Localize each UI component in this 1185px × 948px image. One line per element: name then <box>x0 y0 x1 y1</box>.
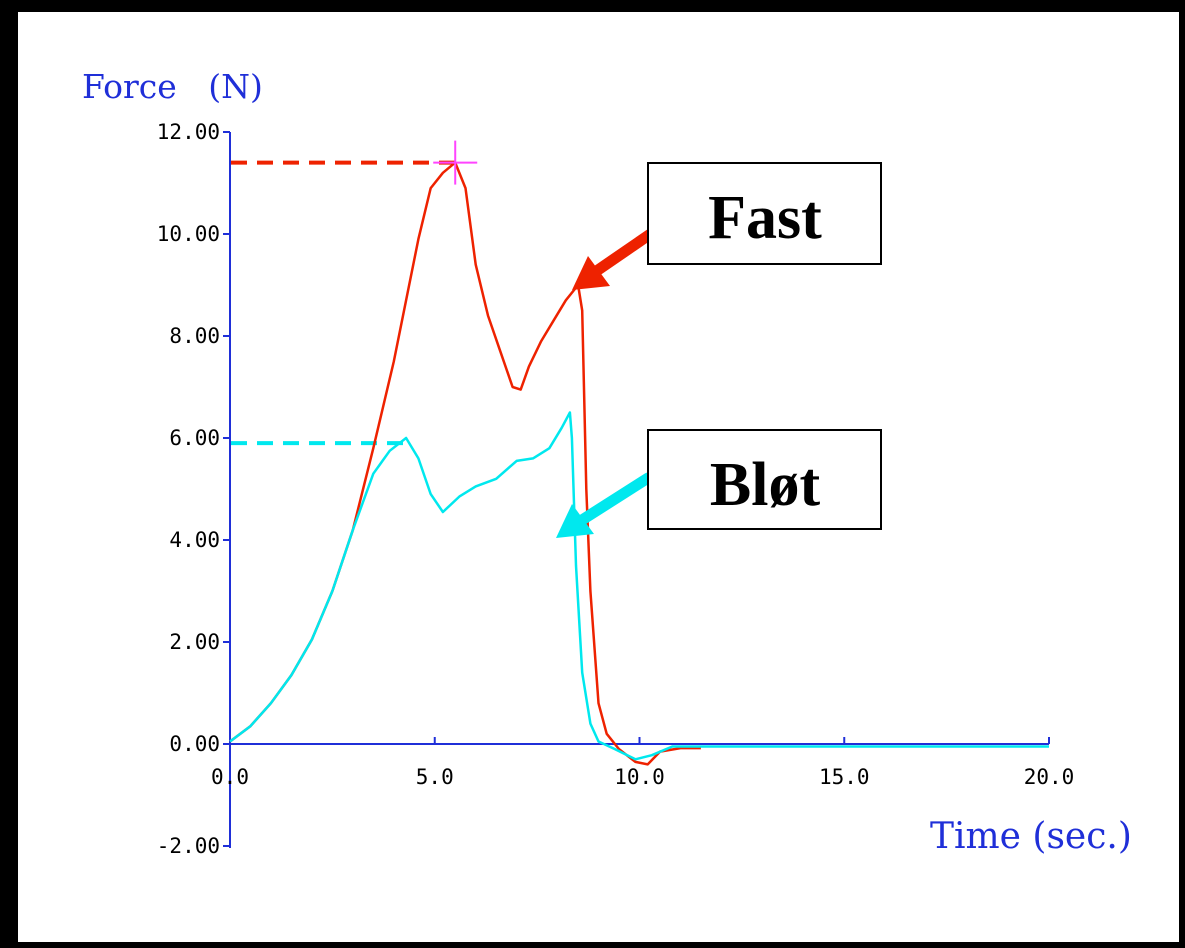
x-tick-label: 5.0 <box>416 765 454 789</box>
y-tick-label: 10.00 <box>157 222 220 246</box>
y-tick-label: -2.00 <box>157 834 220 858</box>
x-axis-label: Time (sec.) <box>930 816 1132 857</box>
y-axis-label: Force (N) <box>82 67 263 106</box>
x-tick-label: 20.0 <box>1024 765 1075 789</box>
y-tick-label: 6.00 <box>169 426 220 450</box>
blot-arrow <box>556 472 654 538</box>
blot-annotation-label: Bløt <box>710 451 821 519</box>
fast-annotation-box: Fast <box>647 162 882 265</box>
y-tick-label: 8.00 <box>169 324 220 348</box>
y-tick-label: 0.00 <box>169 732 220 756</box>
series-line-blot <box>229 411 1049 761</box>
x-tick-label: 0.0 <box>211 765 249 789</box>
y-tick-label: 12.00 <box>157 120 220 144</box>
fast-annotation-label: Fast <box>708 184 822 252</box>
y-tick-label: 2.00 <box>169 630 220 654</box>
x-tick-label: 15.0 <box>819 765 870 789</box>
x-tick-label: 10.0 <box>614 765 665 789</box>
blot-annotation-box: Bløt <box>647 429 882 530</box>
y-tick-label: 4.00 <box>169 528 220 552</box>
